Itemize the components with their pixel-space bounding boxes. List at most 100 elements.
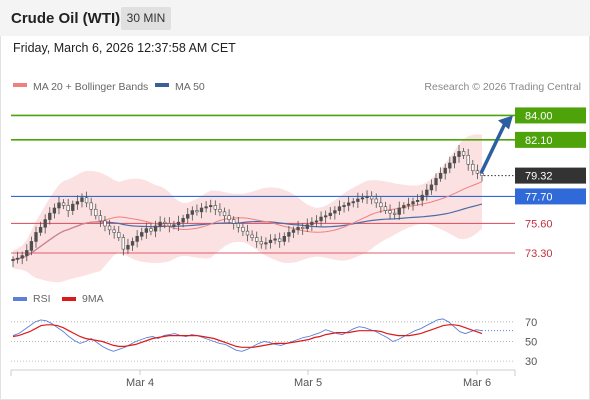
- rsi-legend-label: RSI: [33, 293, 51, 305]
- candle-body: [107, 225, 112, 231]
- rsi-legend-swatch: [13, 297, 27, 301]
- rsi-tick-70: 70: [525, 317, 537, 329]
- candle-body: [296, 226, 300, 231]
- candle-body: [273, 238, 277, 241]
- candle-body: [84, 197, 89, 204]
- candle-body: [310, 221, 314, 226]
- chart-datetime: Friday, March 6, 2026 12:37:58 AM CET: [13, 41, 236, 55]
- candle-body: [466, 154, 470, 165]
- candle-body: [209, 205, 213, 208]
- candle-body: [15, 257, 20, 260]
- candle-body: [457, 151, 461, 157]
- rsi-tick-50: 50: [525, 336, 537, 348]
- candle-body: [388, 210, 392, 214]
- candle-body: [176, 221, 181, 226]
- x-axis-labels: Mar 4 Mar 5 Mar 6: [126, 370, 491, 389]
- candle-body: [305, 224, 309, 229]
- candle-body: [291, 229, 296, 233]
- candle-body: [75, 201, 80, 205]
- candle-body: [89, 202, 93, 210]
- candle-body: [379, 202, 383, 208]
- candle-body: [43, 219, 47, 228]
- candle-body: [356, 198, 360, 202]
- price-panel: 84.00 82.10 77.70 75.60 73.30 79.32: [11, 107, 586, 283]
- bollinger-legend-label: MA 20 + Bollinger Bands: [33, 81, 148, 93]
- candle-body: [429, 184, 434, 191]
- ma50-legend-swatch: [155, 83, 169, 87]
- candle-body: [121, 237, 126, 250]
- candle-body: [301, 226, 305, 229]
- candle-body: [38, 226, 43, 233]
- candle-body: [461, 151, 466, 156]
- rsi-line: [12, 318, 483, 352]
- current-price-tag: [515, 167, 586, 184]
- candle-body: [236, 223, 240, 228]
- rsi-ma-legend-swatch: [62, 297, 76, 301]
- candle-body: [149, 228, 153, 232]
- candle-body: [190, 210, 194, 215]
- level-tag-84.00: [515, 107, 586, 124]
- rsi-ma-legend-label: 9MA: [82, 293, 104, 305]
- candle-body: [259, 241, 263, 245]
- candle-body: [420, 194, 424, 201]
- rsi-ma-line: [12, 324, 483, 348]
- level-label-75.60: 75.60: [525, 218, 553, 230]
- x-label-0: Mar 4: [126, 377, 154, 389]
- candle-body: [98, 215, 103, 222]
- candle-body: [103, 220, 107, 227]
- candle-body: [392, 212, 397, 215]
- x-label-1: Mar 5: [294, 377, 322, 389]
- candle-body: [204, 206, 208, 209]
- candle-body: [342, 205, 346, 208]
- candle-body: [415, 199, 420, 202]
- candle-body: [195, 210, 199, 213]
- candle-body: [29, 241, 34, 251]
- candle-body: [365, 196, 369, 199]
- candle-body: [48, 212, 52, 220]
- candle-body: [130, 241, 135, 246]
- level-label-84.00: 84.00: [525, 110, 553, 122]
- rsi-panel: 70 50 30: [11, 317, 537, 368]
- candle-body: [264, 242, 268, 245]
- candle-body: [328, 212, 332, 217]
- candle-body: [199, 207, 204, 213]
- candle-body: [61, 202, 66, 206]
- candle-body: [227, 215, 231, 220]
- candle-body: [402, 205, 406, 209]
- candle-body: [314, 220, 319, 223]
- candle-body: [144, 228, 149, 233]
- candle-body: [11, 259, 15, 262]
- candle-body: [278, 238, 282, 242]
- candle-body: [80, 197, 84, 202]
- candle-body: [126, 244, 130, 250]
- bollinger-legend-swatch: [13, 83, 27, 87]
- chart-header: Crude Oil (WTI) 30 MIN: [0, 0, 590, 36]
- candle-body: [135, 235, 139, 242]
- candle-body: [186, 214, 190, 219]
- candle-body: [172, 224, 176, 227]
- source-credit: Research © 2026 Trading Central: [424, 81, 581, 93]
- candle-body: [411, 201, 415, 205]
- candle-body: [475, 170, 480, 174]
- candle-body: [438, 172, 443, 179]
- candle-body: [94, 208, 98, 217]
- level-tag-82.10: [515, 131, 586, 148]
- candle-body: [20, 255, 24, 259]
- timeframe-button[interactable]: 30 MIN: [121, 7, 171, 30]
- candle-body: [471, 163, 475, 172]
- candle-body: [333, 210, 337, 214]
- projection-arrow-shaft: [479, 122, 507, 175]
- candle-body: [117, 232, 121, 238]
- level-label-73.30: 73.30: [525, 248, 553, 260]
- bollinger-band: [13, 134, 482, 283]
- ma50-legend-label: MA 50: [175, 81, 205, 93]
- candle-body: [397, 207, 401, 215]
- candle-body: [448, 162, 452, 169]
- x-label-2: Mar 6: [463, 377, 491, 389]
- candle-body: [34, 232, 38, 242]
- rsi-tick-30: 30: [525, 356, 537, 368]
- candle-body: [222, 211, 227, 217]
- candle-body: [167, 223, 171, 227]
- candle-body: [443, 167, 447, 174]
